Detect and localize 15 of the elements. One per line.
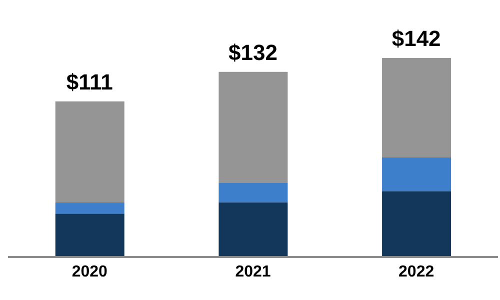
x-tick-label: 2021 <box>235 263 271 280</box>
bar <box>55 214 124 257</box>
bar <box>218 182 288 202</box>
x-tick-label: 2022 <box>398 263 434 280</box>
bar <box>55 101 124 202</box>
bar <box>218 72 288 183</box>
bar <box>55 202 124 214</box>
bar <box>382 158 452 192</box>
bar <box>382 58 452 158</box>
bar <box>382 191 452 257</box>
annotation: $142 <box>392 26 441 51</box>
annotation: $132 <box>228 40 278 65</box>
bar <box>218 202 288 257</box>
x-tick-label: 2020 <box>72 263 108 280</box>
annotation: $111 <box>66 69 113 94</box>
